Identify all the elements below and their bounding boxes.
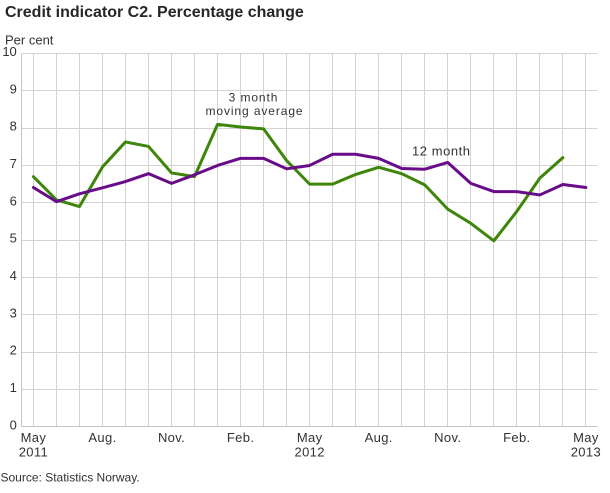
svg-text:2013: 2013 — [571, 444, 601, 459]
svg-text:2011: 2011 — [19, 444, 48, 459]
svg-text:Source: Statistics Norway.: Source: Statistics Norway. — [1, 471, 140, 485]
svg-text:2012: 2012 — [294, 444, 324, 459]
svg-text:0: 0 — [10, 417, 17, 432]
svg-text:Per cent: Per cent — [5, 33, 54, 48]
svg-text:moving average: moving average — [206, 104, 304, 118]
svg-text:12 month: 12 month — [412, 144, 471, 159]
svg-text:7: 7 — [10, 156, 17, 171]
svg-text:Nov.: Nov. — [434, 430, 461, 445]
svg-text:3: 3 — [10, 305, 17, 320]
svg-text:1: 1 — [10, 380, 17, 395]
svg-text:9: 9 — [10, 81, 17, 96]
svg-text:Nov.: Nov. — [158, 430, 185, 445]
svg-text:Feb.: Feb. — [227, 430, 254, 445]
svg-text:4: 4 — [10, 268, 17, 283]
svg-text:3 month: 3 month — [229, 91, 279, 105]
svg-text:Aug.: Aug. — [88, 430, 116, 445]
svg-text:5: 5 — [10, 231, 17, 246]
svg-text:6: 6 — [10, 193, 17, 208]
svg-text:Feb.: Feb. — [503, 430, 530, 445]
svg-text:10: 10 — [2, 44, 16, 59]
svg-text:8: 8 — [10, 119, 17, 134]
svg-text:May: May — [297, 430, 323, 445]
svg-text:Credit indicator C2. Percentag: Credit indicator C2. Percentage change — [5, 4, 304, 21]
svg-text:2: 2 — [10, 343, 17, 358]
svg-text:May: May — [21, 430, 47, 445]
svg-text:May: May — [573, 430, 599, 445]
svg-text:Aug.: Aug. — [365, 430, 393, 445]
